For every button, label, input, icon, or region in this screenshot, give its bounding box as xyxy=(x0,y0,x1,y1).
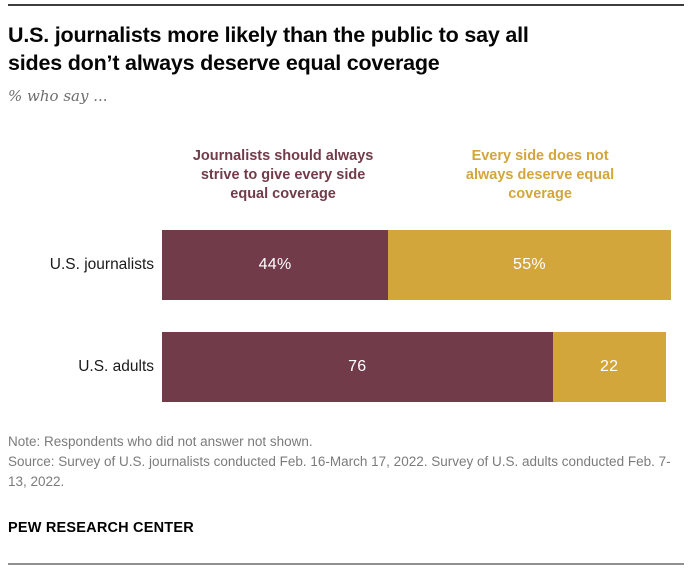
note-text: Note: Respondents who did not answer not… xyxy=(8,434,313,450)
bar-segment-adults-equal: 76 xyxy=(162,332,553,403)
bar-segment-journalists-equal: 44% xyxy=(162,230,389,301)
bar-track-journalists: 44% 55% xyxy=(162,230,676,301)
value-label-journalists-equal: 44% xyxy=(258,256,292,274)
row-label-adults: U.S. adults xyxy=(78,358,154,376)
legend-label-not-equal-coverage: Every side does not always deserve equal… xyxy=(465,148,615,203)
footnotes: Note: Respondents who did not answer not… xyxy=(8,432,680,492)
row-label-journalists: U.S. journalists xyxy=(49,256,154,274)
chart-title-line2: sides don’t always deserve equal coverag… xyxy=(8,50,440,75)
top-rule xyxy=(8,4,684,6)
chart-title-line1: U.S. journalists more likely than the pu… xyxy=(8,23,529,47)
legend-item-not-equal-coverage: Every side does not always deserve equal… xyxy=(396,147,684,204)
bar-row-adults: U.S. adults 76 22 xyxy=(8,332,684,403)
bar-track-adults: 76 22 xyxy=(162,332,676,403)
chart-title: U.S. journalists more likely than the pu… xyxy=(8,22,684,77)
brand-label: PEW RESEARCH CENTER xyxy=(8,520,194,537)
legend: Journalists should always strive to give… xyxy=(170,147,684,204)
chart-subtitle: % who say ... xyxy=(8,87,108,106)
value-label-journalists-not-equal: 55% xyxy=(513,256,546,274)
legend-item-equal-coverage: Journalists should always strive to give… xyxy=(170,147,396,204)
bar-row-journalists: U.S. journalists 44% 55% xyxy=(8,230,684,301)
value-label-adults-not-equal: 22 xyxy=(599,358,619,376)
bar-segment-journalists-not-equal: 55% xyxy=(388,230,671,301)
bottom-rule xyxy=(8,563,684,565)
source-text: Source: Survey of U.S. journalists condu… xyxy=(8,454,671,490)
bar-segment-adults-not-equal: 22 xyxy=(552,332,666,403)
legend-label-equal-coverage: Journalists should always strive to give… xyxy=(192,148,374,203)
value-label-adults-equal: 76 xyxy=(348,358,367,376)
